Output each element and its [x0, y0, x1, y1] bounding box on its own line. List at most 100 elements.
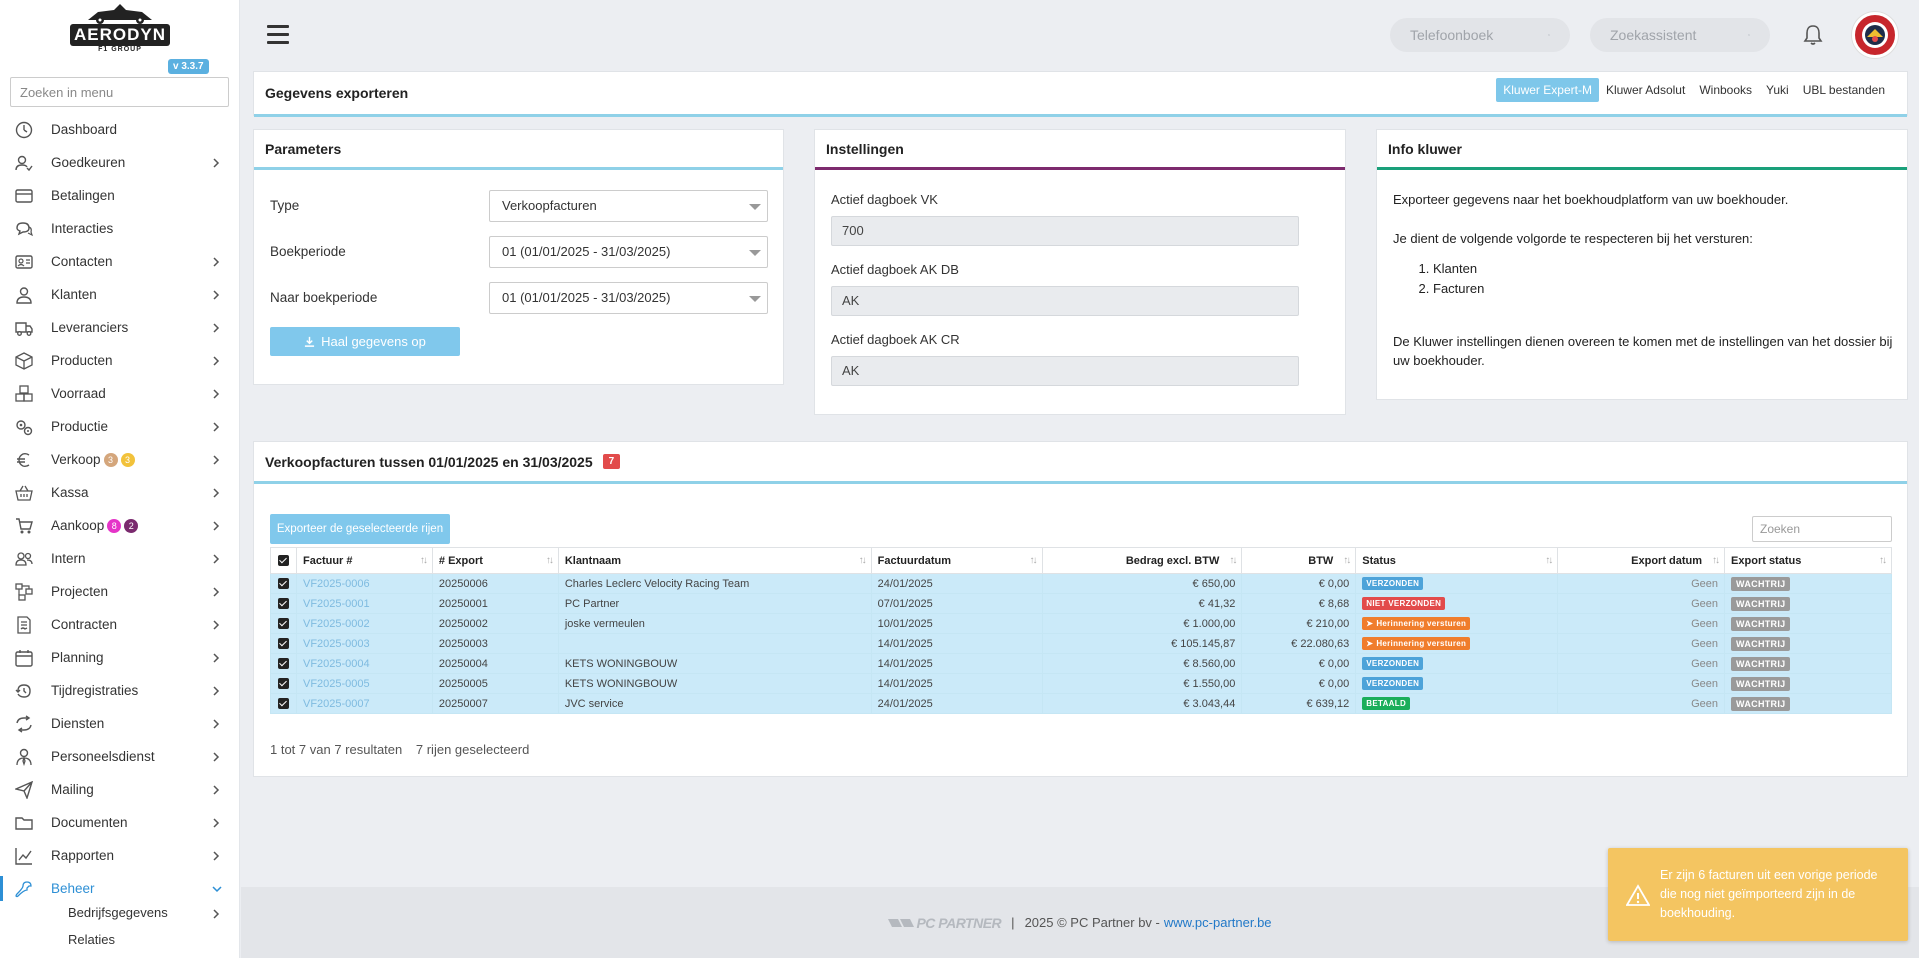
sidebar-item-leveranciers[interactable]: Leveranciers [0, 311, 239, 344]
hamburger-menu-icon[interactable] [267, 25, 289, 45]
logo[interactable]: AERODYN F1 GROUP [70, 2, 170, 54]
tab-yuki[interactable]: Yuki [1766, 83, 1789, 97]
sidebar-item-personeelsdienst[interactable]: Personeelsdienst [0, 740, 239, 773]
table-row[interactable]: VF2025-0005 20250005 KETS WONINGBOUW 14/01/… [270, 673, 1892, 694]
row-checkbox[interactable] [270, 593, 297, 614]
export-status-badge: WACHTRIJ [1731, 656, 1791, 671]
footer-link[interactable]: www.pc-partner.be [1163, 915, 1272, 930]
assistant-search-input[interactable] [1610, 27, 1740, 43]
sidebar-item-goedkeuren[interactable]: Goedkeuren [0, 146, 239, 179]
sidebar-item-dashboard[interactable]: Dashboard [0, 113, 239, 146]
tab-kluwer-adsolut[interactable]: Kluwer Adsolut [1605, 83, 1686, 97]
avatar[interactable] [1852, 12, 1898, 58]
menu-search-input[interactable] [10, 77, 229, 107]
sidebar-item-contacten[interactable]: Contacten [0, 245, 239, 278]
sidebar-item-intern[interactable]: Intern [0, 542, 239, 575]
chevron-right-icon [213, 785, 220, 795]
sidebar-item-productie[interactable]: Productie [0, 410, 239, 443]
status-badge[interactable]: ➤ Herinnering versturen [1362, 637, 1471, 650]
sidebar-item-contracten[interactable]: Contracten [0, 608, 239, 641]
column-header-btw[interactable]: BTW ↑↓ [1241, 547, 1357, 574]
sidebar-item-kassa[interactable]: Kassa [0, 476, 239, 509]
vat-amount: € 210,00 [1241, 613, 1357, 634]
tab-winbooks[interactable]: Winbooks [1699, 83, 1753, 97]
assistant-search[interactable] [1590, 18, 1770, 52]
sidebar-subitem-relaties[interactable]: Relaties [68, 932, 115, 947]
tab-ubl-bestanden[interactable]: UBL bestanden [1802, 83, 1885, 97]
sidebar-item-diensten[interactable]: Diensten [0, 707, 239, 740]
status-badge: VERZONDEN [1362, 677, 1424, 690]
sidebar-item-beheer[interactable]: Beheer [0, 872, 239, 905]
truck-icon [15, 322, 33, 336]
invoice-number-link[interactable]: VF2025-0003 [295, 633, 433, 654]
sidebar-item-tijdregistraties[interactable]: Tijdregistraties [0, 674, 239, 707]
invoice-number-link[interactable]: VF2025-0002 [295, 613, 433, 634]
chevron-right-icon [213, 455, 220, 465]
sidebar-item-klanten[interactable]: Klanten [0, 278, 239, 311]
invoice-number-link[interactable]: VF2025-0007 [295, 693, 433, 714]
status-cell: ➤ Herinnering versturen [1355, 613, 1559, 634]
sidebar-item-mailing[interactable]: Mailing [0, 773, 239, 806]
status-cell: BETAALD [1355, 693, 1559, 714]
status-badge[interactable]: ➤ Herinnering versturen [1362, 617, 1471, 630]
sidebar-item-rapporten[interactable]: Rapporten [0, 839, 239, 872]
column-header-factuurdatum[interactable]: Factuurdatum ↑↓ [870, 547, 1043, 574]
sidebar-item-betalingen[interactable]: Betalingen [0, 179, 239, 212]
naar-boekperiode-select[interactable]: 01 (01/01/2025 - 31/03/2025) [489, 282, 768, 314]
table-row[interactable]: VF2025-0006 20250006 Charles Leclerc Veloc… [270, 573, 1892, 594]
export-selected-button[interactable]: Exporteer de geselecteerde rijen [270, 514, 450, 544]
select-all-checkbox[interactable] [270, 547, 297, 574]
table-row[interactable]: VF2025-0003 20250003 14/01/2025 € 105.145,8… [270, 633, 1892, 654]
export-status-cell: WACHTRIJ [1724, 573, 1892, 594]
boekperiode-label: Boekperiode [270, 244, 346, 259]
bell-icon[interactable] [1802, 24, 1824, 46]
footer-copyright: 2025 © PC Partner bv - [1024, 915, 1160, 930]
export-status-badge: WACHTRIJ [1731, 676, 1791, 691]
table-search-input[interactable] [1752, 516, 1892, 542]
row-checkbox[interactable] [270, 573, 297, 594]
row-checkbox[interactable] [270, 673, 297, 694]
sidebar-item-interacties[interactable]: Interacties [0, 212, 239, 245]
invoice-number-link[interactable]: VF2025-0001 [295, 593, 433, 614]
type-select[interactable]: Verkoopfacturen [489, 190, 768, 222]
chevron-right-icon [213, 818, 220, 828]
column-header-status[interactable]: Status ↑↓ [1355, 547, 1559, 574]
invoices-header: Verkoopfacturen tussen 01/01/2025 en 31/… [254, 442, 1907, 484]
boekperiode-select[interactable]: 01 (01/01/2025 - 31/03/2025) [489, 236, 768, 268]
warning-toast[interactable]: Er zijn 6 facturen uit een vorige period… [1608, 848, 1908, 941]
table-row[interactable]: VF2025-0002 20250002 joske vermeulen 10/01/… [270, 613, 1892, 634]
sidebar-item-planning[interactable]: Planning [0, 641, 239, 674]
sidebar-subitem-bedrijfsgegevens[interactable]: Bedrijfsgegevens [68, 905, 168, 920]
table-row[interactable]: VF2025-0001 20250001 PC Partner 07/01/2025 €… [270, 593, 1892, 614]
sidebar-item-voorraad[interactable]: Voorraad [0, 377, 239, 410]
sidebar-item-projecten[interactable]: Projecten [0, 575, 239, 608]
row-checkbox[interactable] [270, 653, 297, 674]
phonebook-search-input[interactable] [1410, 27, 1540, 43]
sidebar-item-aankoop[interactable]: Aankoop 8 2 [0, 509, 239, 542]
fetch-data-button[interactable]: Haal gegevens op [270, 327, 460, 356]
column-header-export-status[interactable]: Export status ↑↓ [1724, 547, 1892, 574]
row-checkbox[interactable] [270, 693, 297, 714]
table-row[interactable]: VF2025-0007 20250007 JVC service 24/01/2025… [270, 693, 1892, 714]
column-header-export-datum[interactable]: Export datum ↑↓ [1557, 547, 1726, 574]
table-row[interactable]: VF2025-0004 20250004 KETS WONINGBOUW 14/01/… [270, 653, 1892, 674]
column-header-klantnaam[interactable]: Klantnaam ↑↓ [557, 547, 872, 574]
sidebar-item-verkoop[interactable]: Verkoop 3 3 [0, 443, 239, 476]
sidebar-item-producten[interactable]: Producten [0, 344, 239, 377]
sidebar-item-label: Dashboard [51, 122, 118, 137]
chat-icon [16, 222, 33, 237]
tab-kluwer-expert-m[interactable]: Kluwer Expert-M [1496, 78, 1599, 102]
vat-amount: € 0,00 [1241, 673, 1357, 694]
column-header-export[interactable]: # Export ↑↓ [431, 547, 559, 574]
row-checkbox[interactable] [270, 633, 297, 654]
sidebar-item-documenten[interactable]: Documenten [0, 806, 239, 839]
column-header-bedrag[interactable]: Bedrag excl. BTW ↑↓ [1041, 547, 1243, 574]
column-header-factuur[interactable]: Factuur # ↑↓ [295, 547, 433, 574]
invoice-number-link[interactable]: VF2025-0004 [295, 653, 433, 674]
row-checkbox[interactable] [270, 613, 297, 634]
invoice-number-link[interactable]: VF2025-0005 [295, 673, 433, 694]
phonebook-search[interactable] [1390, 18, 1570, 52]
users-icon [15, 552, 33, 566]
invoice-number-link[interactable]: VF2025-0006 [295, 573, 433, 594]
invoice-date: 10/01/2025 [870, 613, 1043, 634]
